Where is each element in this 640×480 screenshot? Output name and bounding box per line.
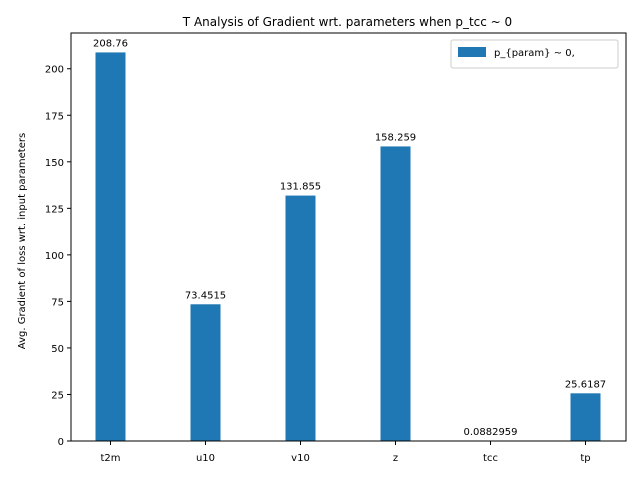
x-tick-label-tp: tp — [580, 453, 590, 464]
axes-frame — [70, 32, 627, 442]
y-tick-label-125: 125 — [45, 204, 64, 215]
y-tick-label-100: 100 — [45, 251, 64, 262]
bar-v10 — [285, 195, 316, 441]
plot-area: 208.76 t2m 73.4515 u10 131.855 v10 158.259 z 0.0… — [45, 32, 627, 464]
data-label-tcc: 0.0882959 — [463, 427, 517, 438]
x-tick-label-tcc: tcc — [483, 453, 498, 464]
y-tick-label-150: 150 — [45, 158, 64, 169]
y-tick-label-200: 200 — [45, 65, 64, 76]
y-tick-label-0: 0 — [58, 437, 64, 448]
data-label-t2m: 208.76 — [93, 38, 128, 49]
y-axis-label: Avg. Gradient of loss wrt. input paramet… — [17, 133, 28, 349]
legend-swatch — [458, 47, 486, 57]
y-tick-label-50: 50 — [51, 344, 64, 355]
bar-z — [380, 146, 411, 441]
bar-u10 — [190, 304, 221, 441]
x-tick-label-z: z — [393, 453, 398, 464]
y-tick-label-75: 75 — [51, 297, 64, 308]
x-tick-label-t2m: t2m — [100, 453, 120, 464]
legend-label: p_{param} ~ 0, — [494, 48, 575, 59]
data-label-tp: 25.6187 — [565, 379, 606, 390]
legend-box — [450, 39, 619, 69]
y-tick-label-25: 25 — [51, 390, 64, 401]
chart-title: T Analysis of Gradient wrt. parameters w… — [182, 15, 512, 29]
x-tick-label-u10: u10 — [196, 453, 215, 464]
y-tick-label-175: 175 — [45, 111, 64, 122]
x-tick-label-v10: v10 — [291, 453, 310, 464]
bar-t2m — [95, 52, 126, 441]
data-label-u10: 73.4515 — [185, 290, 226, 301]
bar-tp — [570, 393, 601, 441]
legend: p_{param} ~ 0, — [450, 39, 619, 69]
data-label-v10: 131.855 — [280, 182, 321, 193]
data-label-z: 158.259 — [375, 132, 416, 143]
